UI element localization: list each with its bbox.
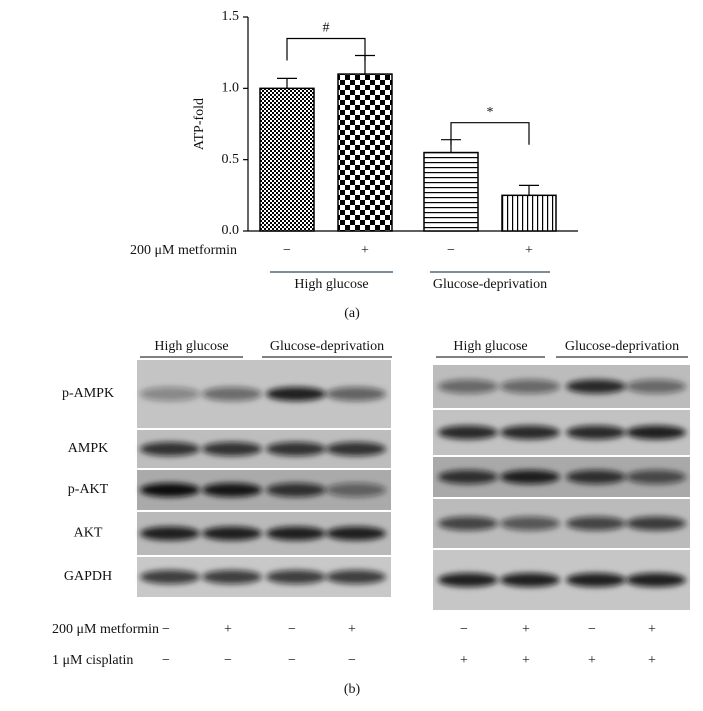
blot-band <box>566 516 626 531</box>
row-label: 200 μM metformin <box>130 243 237 258</box>
condition-sign: + <box>588 653 596 668</box>
blot-band <box>326 483 386 497</box>
y-tick-label: 0.0 <box>222 223 240 238</box>
x-tick-label: − <box>283 243 291 258</box>
blot-band <box>266 526 326 541</box>
blot-band <box>626 425 686 440</box>
blot-band <box>500 425 560 440</box>
y-tick-label: 1.5 <box>222 9 240 24</box>
blot-band <box>500 516 560 531</box>
condition-sign: − <box>162 622 170 637</box>
row-label: p-AMPK <box>62 386 114 401</box>
blot-band <box>438 425 498 440</box>
blot-band <box>438 573 498 587</box>
row-label: p-AKT <box>68 482 109 497</box>
x-tick-label: + <box>525 243 533 258</box>
blot-band <box>140 570 200 584</box>
bar <box>501 194 557 232</box>
blot-band <box>566 379 626 394</box>
y-axis-label: ATP-fold <box>192 98 207 150</box>
blot-band <box>626 573 686 587</box>
condition-sign: − <box>224 653 232 668</box>
blot-band <box>266 483 326 497</box>
condition-sign: − <box>288 653 296 668</box>
group-label: High glucose <box>294 277 368 292</box>
blot-band <box>566 425 626 440</box>
x-tick-label: + <box>361 243 369 258</box>
panel-label: (b) <box>344 682 361 697</box>
bar <box>259 87 315 232</box>
blot-band <box>266 570 326 584</box>
blot-band <box>266 442 326 456</box>
blot-header: High glucose <box>453 339 527 354</box>
blot-header: Glucose-deprivation <box>270 339 384 354</box>
blot-band <box>140 387 200 401</box>
blot-band <box>326 570 386 584</box>
condition-sign: − <box>460 622 468 637</box>
group-label: Glucose-deprivation <box>433 277 547 292</box>
blot-band <box>500 573 560 587</box>
condition-sign: + <box>522 622 530 637</box>
x-tick-label: − <box>447 243 455 258</box>
blot-band <box>266 387 326 401</box>
condition-sign: + <box>648 622 656 637</box>
condition-sign: − <box>588 622 596 637</box>
significance-bracket <box>450 122 530 145</box>
blots <box>137 360 690 610</box>
blot-header: High glucose <box>154 339 228 354</box>
blot-band <box>326 442 386 456</box>
blot-band <box>202 570 262 584</box>
blot-band <box>438 470 498 484</box>
blot-band <box>438 516 498 531</box>
blot-band <box>500 379 560 394</box>
condition-sign: + <box>522 653 530 668</box>
blot-band <box>202 387 262 401</box>
blot-band <box>326 526 386 541</box>
blot-band <box>140 526 200 541</box>
blot-band <box>626 470 686 484</box>
significance-bracket <box>286 37 366 61</box>
condition-label: 200 μM metformin <box>52 622 159 637</box>
y-tick-label: 0.5 <box>222 152 240 167</box>
bar <box>423 151 479 232</box>
blot-band <box>438 379 498 394</box>
blot-band <box>626 379 686 394</box>
significance-label: # <box>323 21 330 36</box>
bar <box>337 73 393 232</box>
blot-band <box>202 442 262 456</box>
condition-sign: − <box>288 622 296 637</box>
condition-sign: + <box>348 622 356 637</box>
blot-band <box>626 516 686 531</box>
blot-band <box>500 470 560 484</box>
condition-label: 1 μM cisplatin <box>52 653 133 668</box>
condition-sign: − <box>162 653 170 668</box>
blot-band <box>140 442 200 456</box>
blot-band <box>140 483 200 497</box>
condition-sign: − <box>348 653 356 668</box>
significance-label: * <box>487 105 494 120</box>
condition-sign: + <box>648 653 656 668</box>
y-tick-label: 1.0 <box>222 81 240 96</box>
row-label: AKT <box>74 526 103 541</box>
blot-band <box>566 470 626 484</box>
blot-band <box>326 387 386 401</box>
blot-header: Glucose-deprivation <box>565 339 679 354</box>
condition-sign: + <box>224 622 232 637</box>
blot-band <box>202 483 262 497</box>
condition-sign: + <box>460 653 468 668</box>
blot-band <box>202 526 262 541</box>
blot-band <box>566 573 626 587</box>
panel-label: (a) <box>344 306 360 321</box>
row-label: GAPDH <box>64 569 112 584</box>
row-label: AMPK <box>68 441 108 456</box>
